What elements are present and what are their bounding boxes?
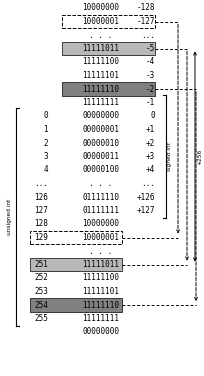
Text: 11111111: 11111111 <box>82 314 120 323</box>
Text: . . .: . . . <box>89 179 113 188</box>
Text: 00000000: 00000000 <box>82 327 120 337</box>
Text: 10000001: 10000001 <box>82 233 120 242</box>
Text: 252: 252 <box>34 273 48 282</box>
Text: 00000001: 00000001 <box>82 125 120 134</box>
Text: 11111101: 11111101 <box>82 287 120 296</box>
Text: -127: -127 <box>136 17 155 26</box>
Text: 00000010: 00000010 <box>82 138 120 147</box>
Text: 1: 1 <box>43 125 48 134</box>
Text: 10000000: 10000000 <box>82 3 120 12</box>
Text: 10000000: 10000000 <box>82 220 120 229</box>
Text: 4: 4 <box>43 165 48 174</box>
Text: 126: 126 <box>34 193 48 202</box>
Text: 00000000: 00000000 <box>82 112 120 120</box>
Text: +2: +2 <box>146 138 155 147</box>
Text: 128: 128 <box>34 220 48 229</box>
Text: 11111011: 11111011 <box>82 44 120 53</box>
Text: -4: -4 <box>146 58 155 67</box>
Text: -128: -128 <box>136 3 155 12</box>
Text: 01111111: 01111111 <box>82 206 120 215</box>
Text: 11111111: 11111111 <box>82 98 120 107</box>
Text: 255: 255 <box>34 314 48 323</box>
Text: +256: +256 <box>197 149 203 165</box>
Bar <box>30 231 122 244</box>
Text: -1: -1 <box>146 98 155 107</box>
Text: 11111100: 11111100 <box>82 58 120 67</box>
Bar <box>30 258 122 271</box>
Text: 11111110: 11111110 <box>82 85 120 94</box>
Text: -2: -2 <box>146 85 155 94</box>
Text: 10000001: 10000001 <box>82 17 120 26</box>
Text: unsigned int: unsigned int <box>8 199 12 235</box>
Text: -3: -3 <box>146 71 155 80</box>
Text: ...: ... <box>141 30 155 39</box>
Text: 0: 0 <box>150 112 155 120</box>
Text: 11111011: 11111011 <box>82 260 120 269</box>
Text: 251: 251 <box>34 260 48 269</box>
Text: . . .: . . . <box>89 247 113 256</box>
Text: 01111110: 01111110 <box>82 193 120 202</box>
Text: 2: 2 <box>43 138 48 147</box>
Text: 11111100: 11111100 <box>82 273 120 282</box>
Text: -5: -5 <box>146 44 155 53</box>
Text: 00000011: 00000011 <box>82 152 120 161</box>
Text: +1: +1 <box>146 125 155 134</box>
Text: ...: ... <box>141 179 155 188</box>
Text: signed int: signed int <box>167 142 173 171</box>
Text: 129: 129 <box>34 233 48 242</box>
Text: 0: 0 <box>43 112 48 120</box>
Text: +127: +127 <box>136 206 155 215</box>
Text: 11111101: 11111101 <box>82 71 120 80</box>
Text: ...: ... <box>34 179 48 188</box>
Text: . . .: . . . <box>89 30 113 39</box>
Text: 00000100: 00000100 <box>82 165 120 174</box>
Text: 254: 254 <box>34 300 48 309</box>
Text: +4: +4 <box>146 165 155 174</box>
Bar <box>62 15 155 28</box>
Text: 11111110: 11111110 <box>82 300 120 309</box>
Text: +3: +3 <box>146 152 155 161</box>
Bar <box>62 42 155 55</box>
Text: +126: +126 <box>136 193 155 202</box>
Bar <box>30 298 122 312</box>
Text: 253: 253 <box>34 287 48 296</box>
Text: 127: 127 <box>34 206 48 215</box>
Bar <box>62 82 155 96</box>
Text: 3: 3 <box>43 152 48 161</box>
